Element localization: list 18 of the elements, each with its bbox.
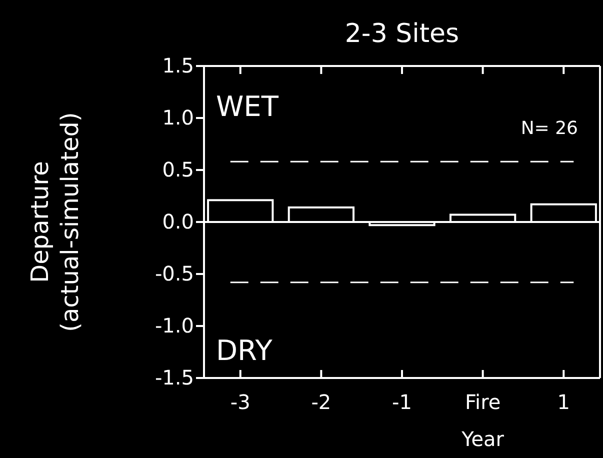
- y-tick-label: -1.0: [154, 313, 194, 338]
- annotation: WET: [216, 90, 280, 123]
- x-tick-label: -3: [230, 390, 250, 414]
- chart-title: 2-3 Sites: [344, 19, 460, 49]
- x-tick-label: Fire: [464, 390, 501, 414]
- x-tick-label: 1: [557, 390, 570, 414]
- x-tick-label: -1: [392, 390, 412, 414]
- y-tick-label: 0.5: [162, 157, 194, 182]
- y-tick-label: -0.5: [154, 261, 194, 286]
- x-axis-title: Year: [460, 427, 505, 451]
- y-tick-label: -1.5: [154, 365, 194, 390]
- y-tick-label: 0.0: [162, 209, 194, 234]
- annotation: DRY: [216, 334, 274, 367]
- y-tick-label: 1.5: [162, 53, 194, 78]
- y-tick-label: 1.0: [162, 105, 194, 130]
- x-tick-label: -2: [311, 390, 332, 414]
- annotation: N= 26: [520, 118, 578, 139]
- y-axis-title: Departure (actual-simulated): [26, 112, 84, 332]
